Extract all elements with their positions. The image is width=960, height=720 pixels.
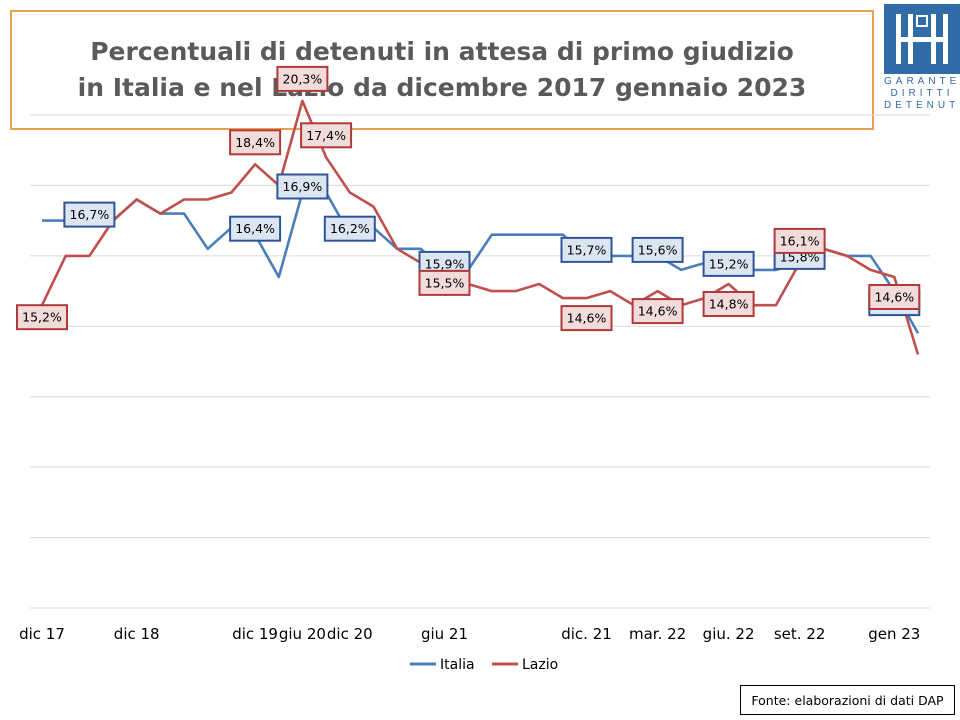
- data-label-box: [276, 173, 329, 200]
- x-tick-label: giu 20: [279, 625, 326, 643]
- data-label-box: [300, 122, 353, 149]
- data-label-lazio: 14,6%: [560, 305, 613, 332]
- logo-text-2: DIRITTI: [890, 88, 954, 99]
- data-label-text: 18,4%: [235, 135, 275, 150]
- data-label-box: [560, 305, 613, 332]
- data-label-text: 15,7%: [567, 242, 607, 257]
- series-line-lazio: [40, 99, 920, 355]
- chart-data-labels: 16,7% 16,4% 16,9% 16,2% 15,9% 15,7% 15,6% 15,2%…: [16, 65, 921, 332]
- data-label-lazio: 15,5%: [418, 269, 471, 296]
- data-label-lazio: 14,6%: [631, 298, 684, 325]
- data-label-italia: 15,7%: [560, 236, 613, 263]
- data-label-lazio: 15,2%: [16, 304, 68, 331]
- data-label-text: 15,2%: [709, 256, 749, 271]
- data-label-text: 16,9%: [283, 179, 323, 194]
- data-label-text: 15,2%: [22, 310, 62, 325]
- data-label-box: [276, 65, 329, 92]
- series-line-italia: [42, 191, 920, 334]
- chart-title-box: Percentuali di detenuti in attesa di pri…: [10, 10, 874, 130]
- data-label-box: [702, 291, 755, 317]
- data-label-box: [631, 298, 684, 325]
- data-label-box: [418, 269, 471, 296]
- data-label-text: 16,7%: [70, 207, 110, 222]
- data-label-text: 20,3%: [283, 71, 323, 86]
- data-label-box: [63, 201, 116, 228]
- x-tick-label: set. 22: [774, 625, 826, 643]
- logo-text-1: GARANTE: [884, 76, 960, 87]
- legend-label-italia: Italia: [440, 657, 475, 673]
- data-label-text: 16,4%: [235, 221, 275, 236]
- data-label-italia: 15,2%: [702, 250, 755, 277]
- data-label-text: 14,8%: [709, 297, 749, 312]
- data-label-text: 15,5%: [425, 275, 465, 290]
- data-label-text: 16,1%: [780, 233, 820, 248]
- data-label-italia: 15,6%: [631, 236, 684, 263]
- data-label-box: [323, 215, 376, 242]
- data-label-lazio: 20,3%: [276, 65, 329, 92]
- x-tick-label: giu. 22: [703, 625, 755, 643]
- data-label-text: 14,6%: [567, 311, 607, 326]
- x-tick-label: dic 19: [232, 625, 278, 643]
- data-label-box: [631, 236, 684, 263]
- data-label-italia: 16,7%: [63, 201, 116, 228]
- data-label-box: [773, 227, 826, 254]
- x-tick-label: gen 23: [868, 625, 920, 643]
- chart-lines: [40, 99, 920, 355]
- data-label-text: 15,9%: [425, 256, 465, 271]
- source-note: Fonte: elaborazioni di dati DAP: [740, 685, 955, 715]
- data-label-box: [16, 304, 68, 331]
- data-label-box: [868, 284, 921, 310]
- data-label-lazio: 18,4%: [229, 129, 282, 156]
- data-label-lazio: 14,8%: [702, 291, 755, 317]
- data-label-box: [229, 129, 282, 156]
- data-label-box: [229, 215, 282, 242]
- data-label-lazio: 16,1%: [773, 227, 826, 254]
- chart-x-axis: dic 17 dic 18 dic 19 giu 20 dic 20 giu 21 dic.…: [19, 625, 920, 643]
- legend-label-lazio: Lazio: [522, 657, 558, 673]
- data-label-lazio: 14,6%: [868, 284, 921, 310]
- garante-logo: GARANTE DIRITTI DETENUTI: [884, 4, 960, 112]
- data-label-italia: 16,9%: [276, 173, 329, 200]
- x-tick-label: dic. 21: [561, 625, 612, 643]
- x-tick-label: mar. 22: [629, 625, 686, 643]
- data-label-italia: 16,4%: [229, 215, 282, 242]
- data-label-text: 16,2%: [330, 221, 370, 236]
- x-tick-label: dic 20: [327, 625, 373, 643]
- data-label-box: [702, 250, 755, 277]
- x-tick-label: giu 21: [421, 625, 468, 643]
- garante-logo-mark: [884, 4, 960, 74]
- data-label-text: 14,6%: [874, 290, 914, 305]
- chart-title-line-2: in Italia e nel Lazio da dicembre 2017 g…: [77, 73, 807, 102]
- x-tick-label: dic 17: [19, 625, 65, 643]
- x-tick-label: dic 18: [114, 625, 160, 643]
- chart-grid: [30, 114, 930, 609]
- chart-title-line-1: Percentuali di detenuti in attesa di pri…: [90, 37, 794, 66]
- data-label-lazio: 17,4%: [300, 122, 353, 149]
- logo-text-3: DETENUTI: [884, 100, 960, 111]
- data-label-text: 17,4%: [306, 128, 346, 143]
- data-label-box: [560, 236, 613, 263]
- data-label-text: 15,6%: [638, 242, 678, 257]
- data-label-italia: 16,2%: [323, 215, 376, 242]
- chart-legend: Italia Lazio: [410, 657, 558, 673]
- data-label-text: 14,6%: [638, 304, 678, 319]
